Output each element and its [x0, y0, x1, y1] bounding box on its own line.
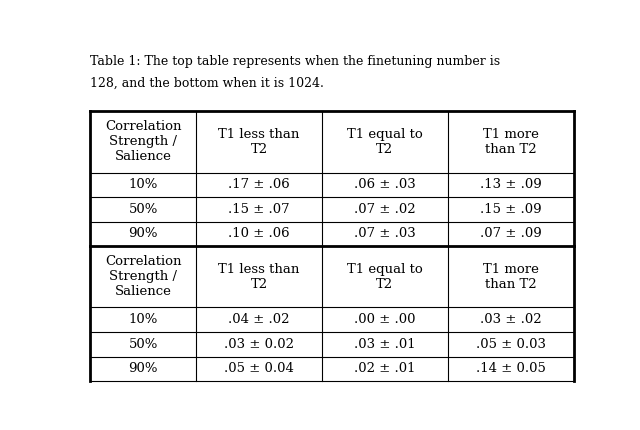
Text: .03 ± .01: .03 ± .01 — [354, 338, 416, 351]
Text: .14 ± 0.05: .14 ± 0.05 — [476, 362, 545, 375]
Text: .06 ± .03: .06 ± .03 — [354, 178, 416, 191]
Text: 10%: 10% — [129, 313, 158, 326]
Text: T1 equal to
T2: T1 equal to T2 — [347, 128, 423, 156]
Text: 10%: 10% — [129, 178, 158, 191]
Text: .03 ± .02: .03 ± .02 — [480, 313, 541, 326]
Text: T1 more
than T2: T1 more than T2 — [483, 128, 539, 156]
Text: .03 ± 0.02: .03 ± 0.02 — [224, 338, 294, 351]
Text: .10 ± .06: .10 ± .06 — [228, 227, 290, 240]
Text: Correlation
Strength /
Salience: Correlation Strength / Salience — [105, 120, 181, 163]
Text: T1 less than
T2: T1 less than T2 — [218, 263, 300, 291]
Text: .17 ± .06: .17 ± .06 — [228, 178, 290, 191]
Text: .07 ± .03: .07 ± .03 — [354, 227, 416, 240]
Text: T1 equal to
T2: T1 equal to T2 — [347, 263, 423, 291]
Text: .07 ± .02: .07 ± .02 — [354, 203, 416, 216]
Text: 50%: 50% — [129, 338, 158, 351]
Text: .00 ± .00: .00 ± .00 — [354, 313, 415, 326]
Text: 128, and the bottom when it is 1024.: 128, and the bottom when it is 1024. — [90, 77, 324, 89]
Text: .13 ± .09: .13 ± .09 — [480, 178, 541, 191]
Text: .07 ± .09: .07 ± .09 — [480, 227, 541, 240]
Text: T1 more
than T2: T1 more than T2 — [483, 263, 539, 291]
Text: .05 ± 0.03: .05 ± 0.03 — [476, 338, 546, 351]
Text: 50%: 50% — [129, 203, 158, 216]
Text: T1 less than
T2: T1 less than T2 — [218, 128, 300, 156]
Text: .15 ± .09: .15 ± .09 — [480, 203, 541, 216]
Text: Correlation
Strength /
Salience: Correlation Strength / Salience — [105, 255, 181, 298]
Text: .04 ± .02: .04 ± .02 — [228, 313, 290, 326]
Text: 90%: 90% — [129, 227, 158, 240]
Text: Table 1: The top table represents when the finetuning number is: Table 1: The top table represents when t… — [90, 55, 500, 68]
Text: .15 ± .07: .15 ± .07 — [228, 203, 290, 216]
Text: .05 ± 0.04: .05 ± 0.04 — [224, 362, 294, 375]
Text: 90%: 90% — [129, 362, 158, 375]
Text: .02 ± .01: .02 ± .01 — [354, 362, 415, 375]
